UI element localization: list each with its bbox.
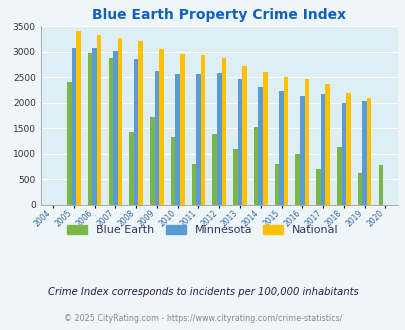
Bar [366, 98, 371, 205]
Bar [221, 58, 226, 205]
Bar [134, 59, 138, 205]
Bar [113, 51, 117, 205]
Bar [237, 79, 242, 205]
Bar [212, 134, 216, 205]
Bar [295, 154, 299, 205]
Bar [258, 87, 262, 205]
Bar [362, 101, 366, 205]
Bar [320, 94, 324, 205]
Bar [196, 74, 200, 205]
Text: © 2025 CityRating.com - https://www.cityrating.com/crime-statistics/: © 2025 CityRating.com - https://www.city… [64, 314, 341, 323]
Bar [191, 164, 196, 205]
Bar [274, 164, 279, 205]
Bar [315, 170, 320, 205]
Bar [304, 79, 309, 205]
Bar [129, 132, 134, 205]
Legend: Blue Earth, Minnesota, National: Blue Earth, Minnesota, National [63, 220, 342, 240]
Bar [87, 53, 92, 205]
Text: Crime Index corresponds to incidents per 100,000 inhabitants: Crime Index corresponds to incidents per… [47, 287, 358, 297]
Bar [154, 71, 159, 205]
Bar [324, 84, 329, 205]
Bar [341, 103, 345, 205]
Bar [117, 38, 122, 205]
Bar [216, 73, 221, 205]
Bar [357, 173, 362, 205]
Bar [200, 55, 205, 205]
Bar [76, 31, 81, 205]
Bar [345, 93, 350, 205]
Bar [138, 41, 143, 205]
Bar [242, 66, 246, 205]
Bar [283, 77, 288, 205]
Bar [262, 72, 267, 205]
Bar [377, 165, 382, 205]
Title: Blue Earth Property Crime Index: Blue Earth Property Crime Index [92, 9, 345, 22]
Bar [150, 117, 154, 205]
Bar [92, 48, 97, 205]
Bar [71, 48, 76, 205]
Bar [159, 49, 163, 205]
Bar [253, 127, 258, 205]
Bar [336, 147, 341, 205]
Bar [108, 58, 113, 205]
Bar [232, 148, 237, 205]
Bar [175, 74, 179, 205]
Bar [179, 54, 184, 205]
Bar [299, 96, 304, 205]
Bar [97, 35, 101, 205]
Bar [171, 137, 175, 205]
Bar [279, 91, 283, 205]
Bar [67, 82, 71, 205]
